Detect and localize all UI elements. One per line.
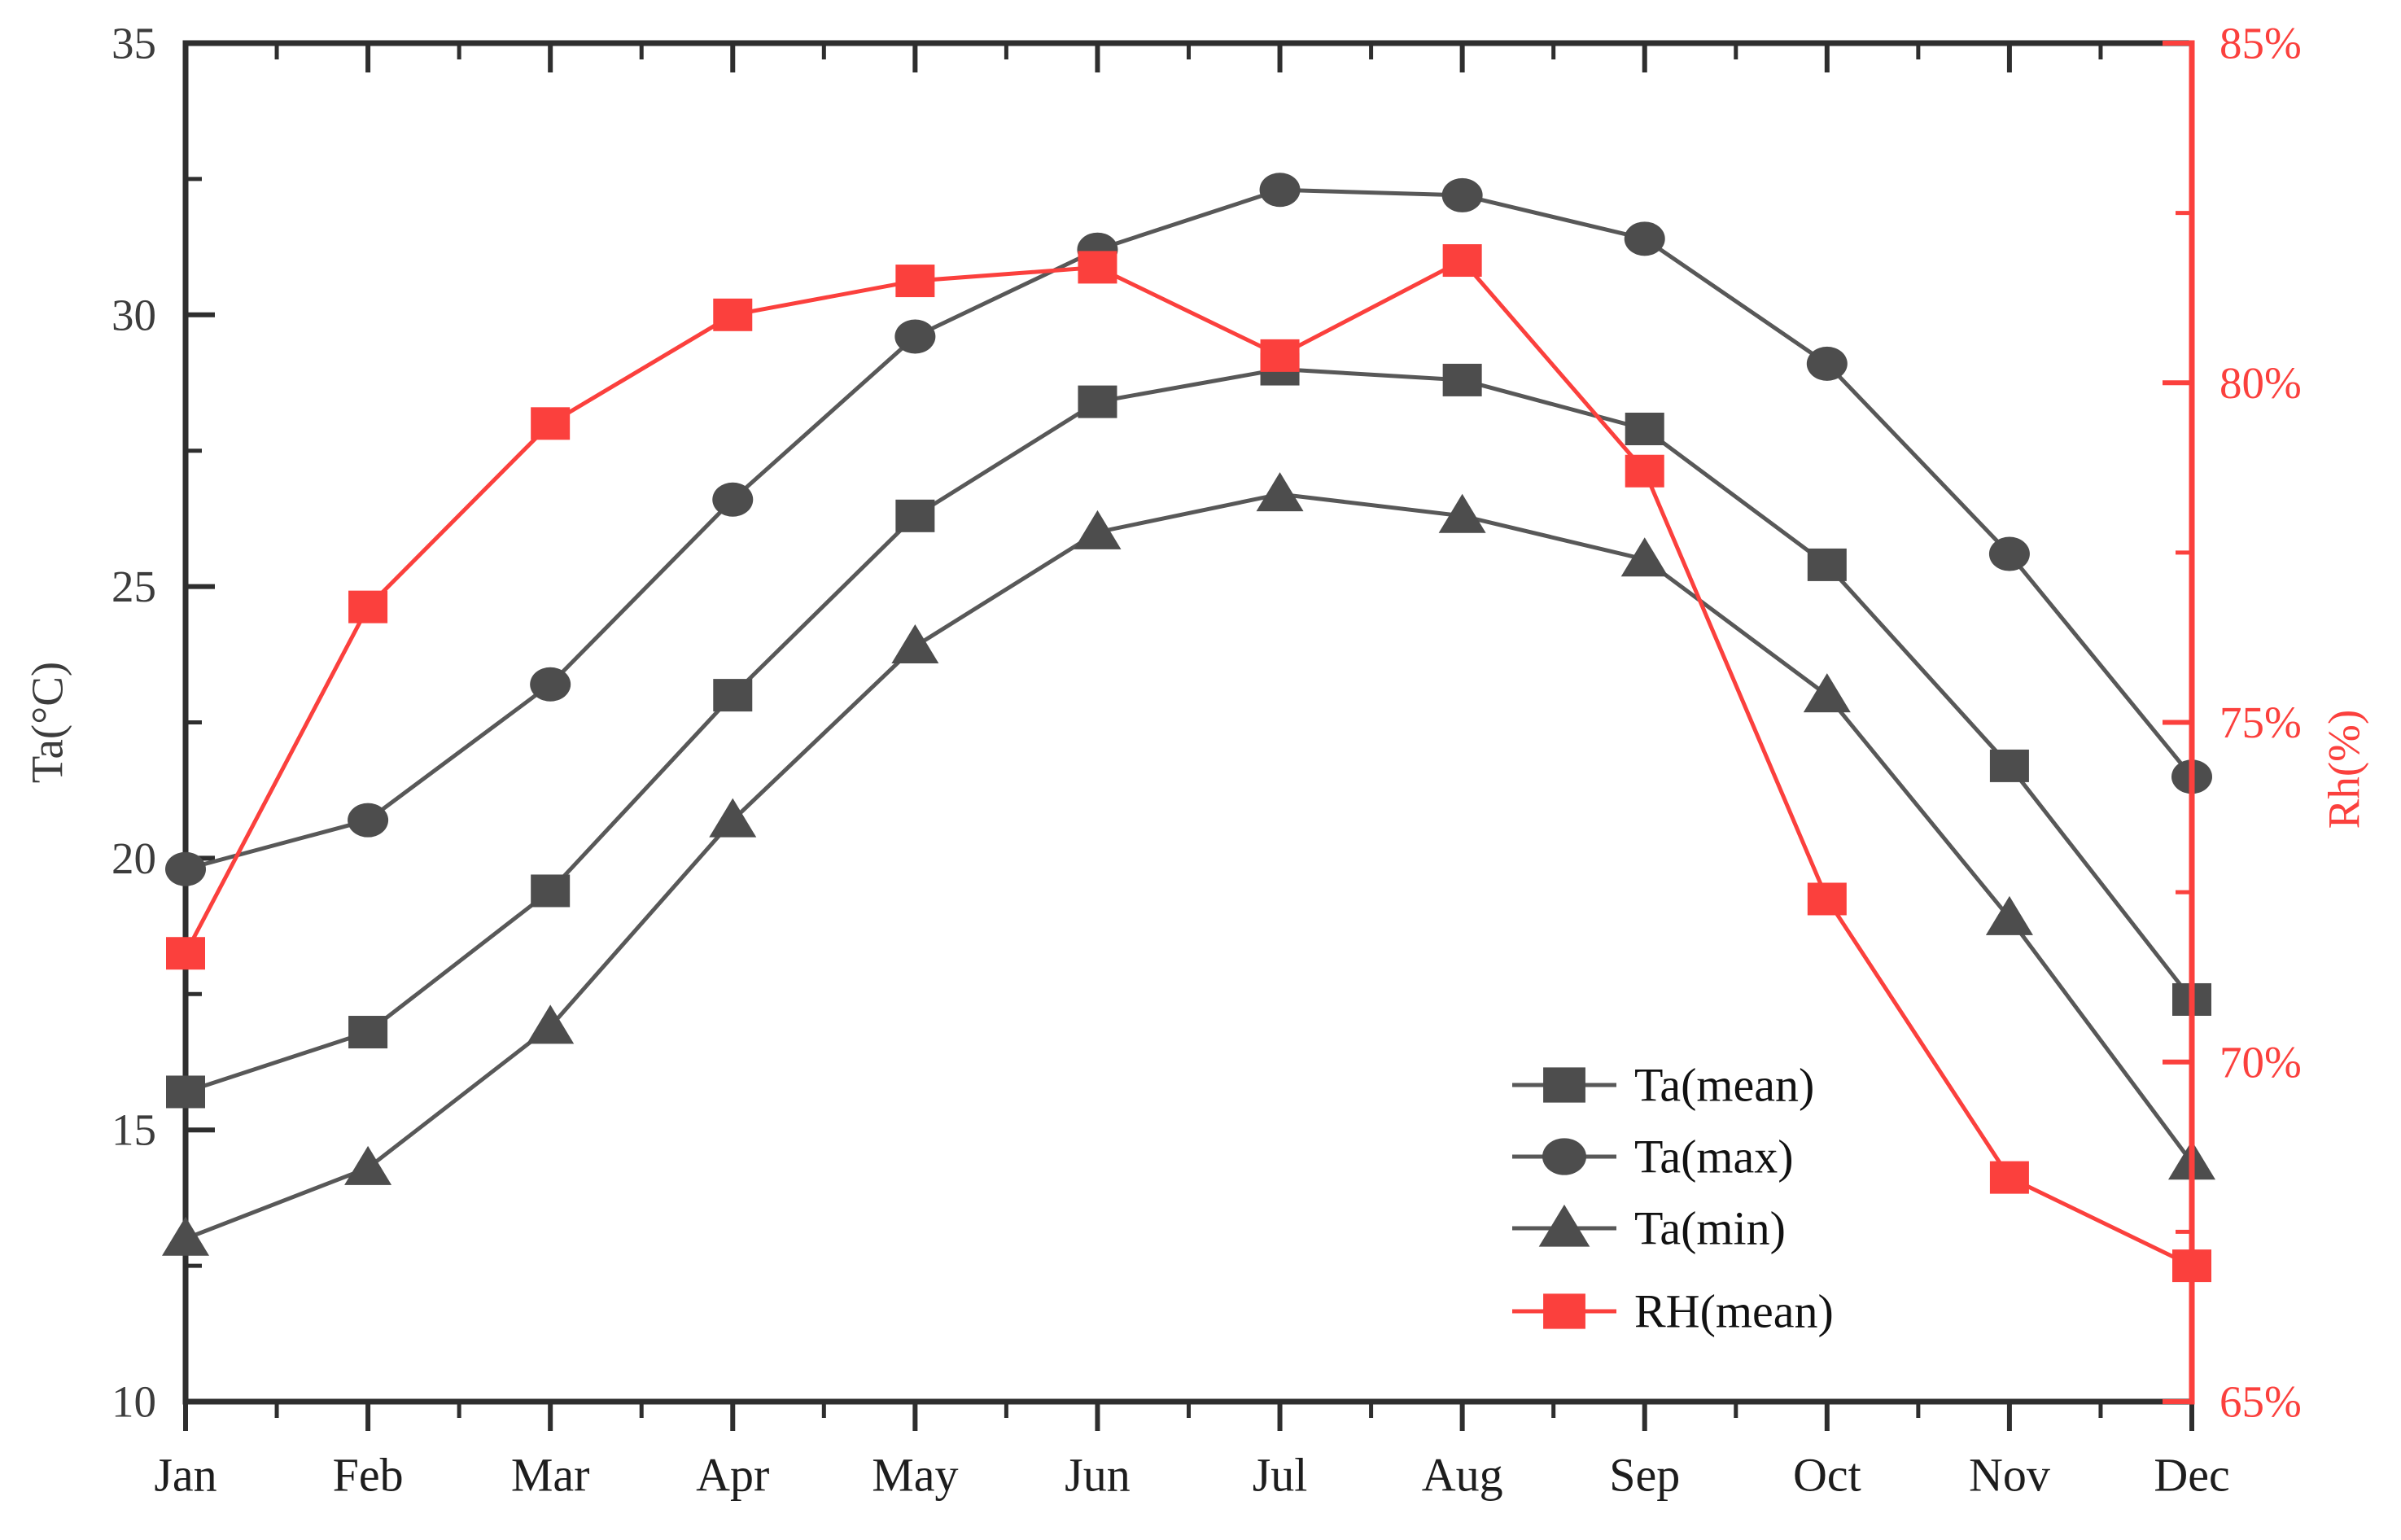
marker-circle xyxy=(894,319,936,354)
right-axis: 85% 80% 75% 70% 65% Rh(%) xyxy=(2163,19,2369,1427)
month-label: Mar xyxy=(511,1449,590,1502)
marker-square xyxy=(166,937,205,970)
marker-square xyxy=(1989,749,2029,782)
marker-circle xyxy=(1988,536,2030,571)
marker-triangle xyxy=(1620,537,1668,577)
marker-square xyxy=(713,298,753,331)
legend-label: Ta(mean) xyxy=(1634,1059,1814,1112)
right-axis-title: Rh(%) xyxy=(2320,710,2369,829)
marker-triangle xyxy=(527,1004,575,1044)
marker-square xyxy=(1442,244,1482,278)
left-tick-label: 30 xyxy=(112,290,156,339)
series-line xyxy=(185,367,2193,1094)
legend-item-tamax: Ta(max) xyxy=(1512,1131,1794,1183)
month-label: Jun xyxy=(1065,1449,1131,1502)
marker-circle xyxy=(1624,221,1665,256)
month-label: Sep xyxy=(1609,1449,1680,1502)
marker-square xyxy=(1260,339,1300,372)
marker-circle xyxy=(530,667,571,702)
right-tick-label: 75% xyxy=(2220,698,2302,747)
series-line xyxy=(185,187,2193,872)
month-label: Oct xyxy=(1793,1449,1861,1502)
marker-square xyxy=(713,679,753,712)
marker-square xyxy=(1543,1067,1585,1103)
left-tick-label: 35 xyxy=(112,19,156,68)
marker-square xyxy=(1625,412,1664,445)
series-tamean xyxy=(166,352,2211,1109)
left-tick-label: 10 xyxy=(112,1377,156,1427)
marker-square xyxy=(895,499,935,532)
legend-label: Ta(max) xyxy=(1634,1131,1794,1183)
legend-item-tamin: Ta(min) xyxy=(1512,1202,1786,1255)
marker-triangle xyxy=(709,798,757,838)
month-label: Aug xyxy=(1422,1449,1503,1502)
left-tick-label: 20 xyxy=(112,833,156,883)
series-rh-mean xyxy=(166,244,2211,1283)
legend-label: Ta(min) xyxy=(1634,1202,1786,1255)
marker-circle xyxy=(1441,177,1483,212)
axes-black xyxy=(182,40,2195,1405)
series-line xyxy=(185,492,2194,1241)
marker-triangle xyxy=(1074,510,1122,549)
marker-circle xyxy=(1259,173,1301,208)
marker-triangle xyxy=(891,624,939,664)
marker-triangle xyxy=(162,1216,209,1256)
right-tick-label: 85% xyxy=(2220,19,2302,68)
right-tick-label: 65% xyxy=(2220,1377,2302,1427)
month-label: Dec xyxy=(2154,1449,2229,1502)
left-axis: 35 30 25 20 15 10 Ta(°C) xyxy=(23,19,215,1427)
marker-square xyxy=(1807,882,1847,916)
legend-item-tamean: Ta(mean) xyxy=(1512,1059,1814,1112)
right-tick-label: 70% xyxy=(2220,1037,2302,1087)
x-axis: Jan Feb Mar Apr May Jun Jul Aug Sep Oct Nov Dec xyxy=(154,43,2230,1502)
marker-circle xyxy=(1542,1138,1586,1175)
month-label: May xyxy=(872,1449,958,1502)
marker-triangle xyxy=(1256,472,1304,512)
marker-circle xyxy=(1806,346,1848,381)
right-tick-label: 80% xyxy=(2220,358,2302,408)
marker-square xyxy=(348,1016,388,1049)
legend: Ta(mean) Ta(max) Ta(min) RH(mean) xyxy=(1512,1059,1834,1338)
series-line xyxy=(183,257,2193,1268)
marker-triangle xyxy=(1538,1204,1590,1247)
marker-square xyxy=(1078,385,1117,418)
marker-circle xyxy=(712,482,754,517)
marker-square xyxy=(895,265,935,298)
marker-square xyxy=(2172,1249,2211,1283)
marker-triangle xyxy=(1803,673,1851,713)
marker-square xyxy=(1078,251,1117,284)
marker-triangle xyxy=(344,1145,392,1185)
marker-square xyxy=(1543,1293,1585,1329)
marker-triangle xyxy=(1438,493,1486,533)
series-tamin xyxy=(162,472,2215,1256)
series-tamax xyxy=(165,173,2212,886)
legend-label: RH(mean) xyxy=(1634,1285,1834,1338)
month-label: Apr xyxy=(696,1449,769,1502)
marker-square xyxy=(1442,363,1482,396)
marker-square xyxy=(166,1075,205,1109)
month-label: Jul xyxy=(1253,1449,1308,1502)
marker-circle xyxy=(165,851,206,886)
marker-square xyxy=(531,874,571,908)
marker-square xyxy=(1989,1161,2029,1194)
month-label: Jan xyxy=(154,1449,216,1502)
legend-item-rhmean: RH(mean) xyxy=(1512,1285,1834,1338)
marker-triangle xyxy=(1985,895,2033,935)
left-tick-label: 15 xyxy=(112,1105,156,1155)
marker-square xyxy=(348,590,388,623)
left-tick-label: 25 xyxy=(112,562,156,611)
marker-circle xyxy=(348,803,389,838)
month-label: Nov xyxy=(1969,1449,2050,1502)
marker-square xyxy=(1625,454,1664,488)
left-axis-title: Ta(°C) xyxy=(23,662,72,783)
marker-square xyxy=(531,407,571,440)
marker-square xyxy=(1807,548,1847,581)
month-label: Feb xyxy=(333,1449,404,1502)
